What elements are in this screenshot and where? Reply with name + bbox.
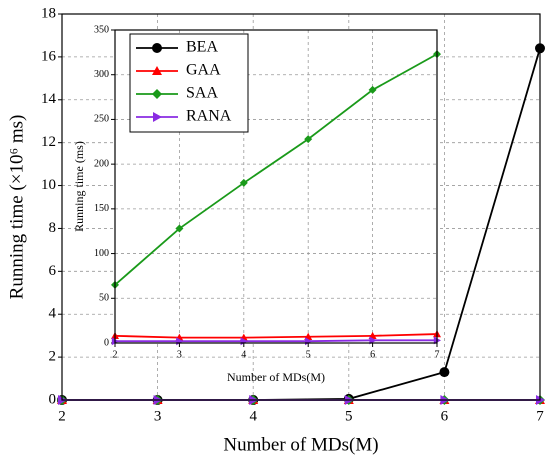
y-tick-label: 200 — [94, 158, 109, 169]
y-tick-label: 250 — [94, 114, 109, 125]
marker — [369, 336, 377, 345]
x-tick-label: 7 — [536, 408, 544, 424]
y-tick-label: 2 — [49, 349, 57, 365]
series-line — [114, 333, 438, 339]
y-tick-label: 14 — [41, 91, 57, 107]
x-tick-label: 6 — [370, 349, 375, 360]
marker — [175, 224, 184, 233]
legend-label: GAA — [186, 62, 221, 79]
legend-marker — [152, 43, 162, 53]
inset-y-axis-label: Running time (ms) — [72, 141, 86, 232]
y-tick-label: 6 — [49, 263, 57, 279]
legend-label: BEA — [186, 39, 218, 56]
legend-marker — [152, 66, 162, 75]
plot-frame — [61, 13, 541, 401]
y-tick-label: 50 — [99, 293, 109, 304]
y-tick-label: 300 — [94, 69, 109, 80]
legend-marker — [152, 89, 162, 99]
x-tick-label: 2 — [113, 349, 118, 360]
x-tick-label: 5 — [306, 349, 311, 360]
legend-box — [129, 33, 249, 133]
plot-frame — [114, 29, 438, 344]
x-axis-label: Number of MDs(M) — [223, 434, 378, 455]
y-tick-label: 10 — [41, 177, 56, 193]
marker — [304, 135, 313, 144]
y-axis-label: Running time (×10⁶ ms) — [6, 115, 27, 300]
series-line — [115, 339, 437, 343]
x-tick-label: 6 — [441, 408, 449, 424]
marker — [368, 85, 377, 94]
x-tick-label: 7 — [435, 349, 440, 360]
y-tick-label: 8 — [49, 220, 57, 236]
x-tick-label: 5 — [345, 408, 353, 424]
inset-x-axis-label: Number of MDs(M) — [227, 370, 325, 384]
x-tick-label: 4 — [241, 349, 246, 360]
legend-marker — [153, 112, 162, 122]
series-line — [114, 53, 438, 286]
y-tick-label: 150 — [94, 203, 109, 214]
y-tick-label: 12 — [41, 134, 56, 150]
legend-label: SAA — [186, 85, 218, 102]
y-tick-label: 0 — [49, 391, 57, 407]
x-tick-label: 2 — [58, 408, 66, 424]
y-tick-label: 350 — [94, 24, 109, 35]
y-tick-label: 100 — [94, 248, 109, 259]
marker — [439, 367, 450, 378]
x-tick-label: 3 — [154, 408, 162, 424]
y-tick-label: 18 — [41, 5, 56, 21]
marker — [239, 178, 248, 187]
y-tick-label: 0 — [104, 337, 109, 348]
x-tick-label: 4 — [249, 408, 257, 424]
x-tick-label: 3 — [177, 349, 182, 360]
y-tick-label: 16 — [41, 48, 57, 64]
y-tick-label: 4 — [49, 306, 57, 322]
legend-label: RANA — [186, 108, 232, 125]
